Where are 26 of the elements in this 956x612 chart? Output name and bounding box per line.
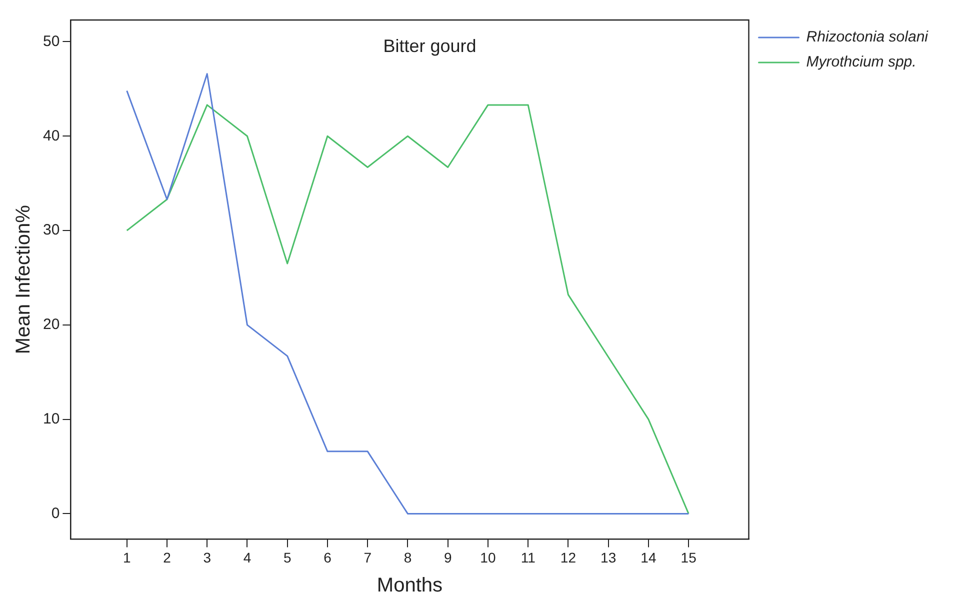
x-tick-label: 14	[640, 549, 656, 566]
x-tick-label: 11	[520, 549, 536, 566]
x-tick-label: 4	[243, 549, 252, 566]
x-tick-label: 5	[283, 549, 292, 566]
x-axis-title: Months	[376, 574, 443, 597]
legend-label: Rhizoctonia solani	[806, 28, 929, 46]
y-tick-label: 50	[42, 32, 60, 50]
x-tick-label: 15	[680, 549, 697, 566]
x-tick-label: 8	[404, 549, 412, 566]
y-tick-label: 30	[42, 222, 60, 239]
x-tick-label: 1	[122, 549, 131, 566]
x-tick-label: 13	[600, 549, 616, 566]
y-axis-title: Mean Infection%	[12, 204, 35, 354]
x-tick-label: 10	[480, 549, 496, 566]
x-tick-label: 12	[560, 549, 576, 566]
x-tick-label: 6	[324, 549, 332, 566]
x-tick-label: 9	[444, 549, 452, 566]
x-tick-label: 7	[364, 549, 372, 566]
x-tick-label: 2	[163, 549, 172, 566]
y-tick-label: 20	[42, 316, 60, 334]
x-tick-label: 3	[203, 549, 212, 566]
legend-label: Myrothcium spp.	[806, 54, 916, 71]
y-tick-label: 40	[42, 127, 60, 144]
text: Bitter gourd	[383, 36, 476, 56]
y-tick-label: 0	[51, 504, 60, 522]
y-tick-label: 10	[42, 410, 60, 428]
